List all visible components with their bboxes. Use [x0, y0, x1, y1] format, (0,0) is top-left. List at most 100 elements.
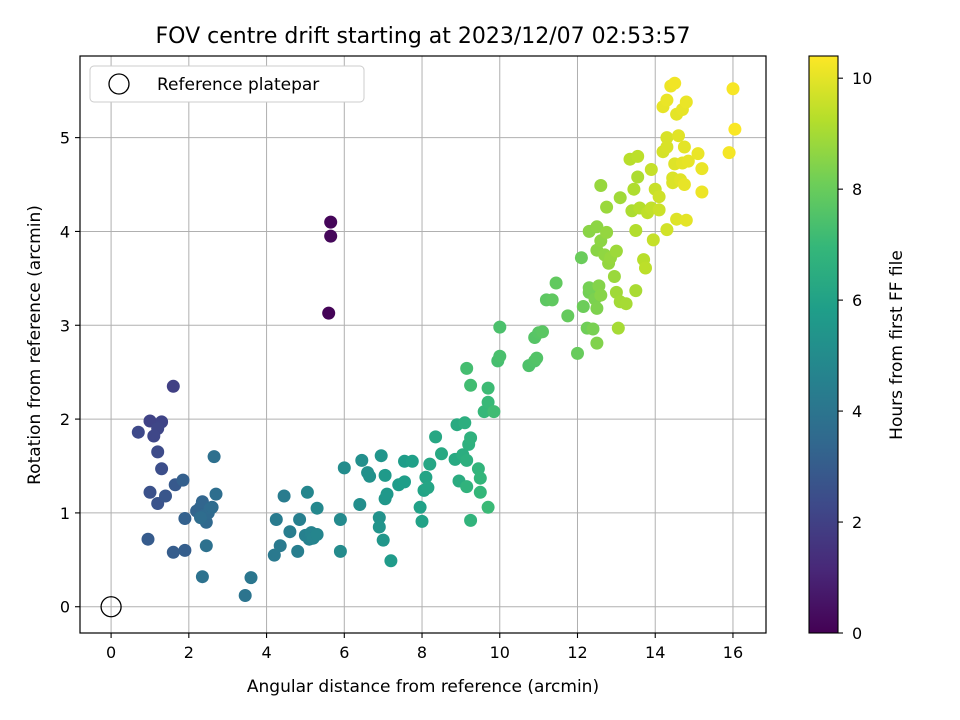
data-point [660, 140, 674, 154]
data-point [652, 203, 666, 217]
data-point [131, 425, 145, 439]
x-tick-label: 2 [184, 643, 194, 662]
data-point [267, 548, 281, 562]
data-point [376, 533, 390, 547]
data-point [413, 500, 427, 514]
data-point [244, 571, 258, 585]
data-point [611, 321, 625, 335]
data-point [493, 349, 507, 363]
data-point [384, 554, 398, 568]
data-point [374, 449, 388, 463]
data-point [277, 489, 291, 503]
data-point [429, 430, 443, 444]
data-point [195, 570, 209, 584]
data-point [458, 416, 472, 430]
data-point [545, 293, 559, 307]
data-point [291, 544, 305, 558]
data-point [333, 544, 347, 558]
data-point [549, 276, 563, 290]
y-tick-label: 2 [60, 410, 70, 429]
data-point [695, 185, 709, 199]
data-point [147, 429, 161, 443]
data-point [613, 191, 627, 205]
data-point [627, 182, 641, 196]
x-tick-label: 8 [417, 643, 427, 662]
colorbar-tick-label: 6 [852, 291, 862, 310]
data-point [481, 500, 495, 514]
data-point [355, 453, 369, 467]
x-tick-label: 10 [490, 643, 510, 662]
data-point [398, 475, 411, 489]
data-point [207, 450, 221, 464]
data-point [194, 511, 207, 525]
data-point [293, 513, 307, 526]
data-point [536, 325, 549, 339]
data-point [594, 288, 608, 302]
data-point [670, 212, 684, 226]
legend-marker-open-circle [108, 73, 130, 95]
x-axis-ticks: 0 2 4 6 8 10 12 14 16 [106, 633, 743, 662]
data-point [460, 480, 474, 494]
data-point [460, 361, 474, 375]
reference-platepar-point [100, 596, 122, 618]
data-point [691, 147, 705, 161]
colorbar-tick-label: 8 [852, 180, 862, 199]
data-point [722, 146, 736, 160]
data-point [695, 162, 709, 176]
y-tick-label: 3 [60, 316, 70, 335]
data-point [324, 229, 338, 243]
data-point [324, 215, 338, 229]
data-point [561, 309, 575, 323]
data-point [728, 122, 742, 136]
data-point [660, 223, 674, 237]
data-point [668, 76, 682, 90]
data-point [166, 545, 180, 559]
plot-frame [79, 55, 767, 634]
data-point [363, 469, 377, 483]
data-point [652, 190, 666, 204]
data-point [415, 514, 429, 528]
data-point [594, 179, 608, 192]
legend-box [89, 65, 365, 103]
data-point [405, 454, 419, 468]
data-point [464, 431, 478, 445]
data-point [619, 297, 633, 311]
data-point [681, 154, 695, 168]
data-point [464, 378, 478, 392]
x-tick-label: 12 [567, 643, 587, 662]
data-point [333, 513, 347, 526]
data-point [155, 462, 169, 476]
colorbar-tick-label: 10 [852, 69, 872, 88]
data-points [100, 76, 742, 618]
data-point [151, 445, 165, 459]
y-axis-ticks: 0 1 2 3 4 5 [60, 129, 80, 617]
y-tick-label: 4 [60, 222, 70, 241]
data-point [421, 481, 435, 495]
data-point [679, 213, 693, 227]
data-point [629, 224, 643, 237]
y-tick-label: 0 [60, 598, 70, 617]
data-point [141, 532, 155, 546]
data-point [576, 300, 590, 313]
data-point [238, 589, 252, 602]
x-tick-label: 4 [261, 643, 271, 662]
data-point [473, 485, 487, 499]
data-point [607, 270, 621, 283]
data-point [574, 251, 588, 265]
colorbar-tick-label: 4 [852, 402, 862, 421]
data-point [590, 336, 604, 350]
data-point [372, 520, 386, 534]
data-point [672, 129, 685, 143]
colorbar-ticks: 0 2 4 6 8 10 [838, 69, 872, 643]
data-point [586, 322, 600, 336]
data-point [487, 405, 501, 419]
colorbar-gradient [808, 55, 839, 634]
data-point [178, 543, 192, 557]
data-point [660, 131, 674, 145]
data-point [639, 261, 652, 275]
data-point [631, 170, 645, 184]
data-point [590, 301, 604, 315]
data-point [600, 200, 614, 214]
data-point [310, 528, 324, 541]
